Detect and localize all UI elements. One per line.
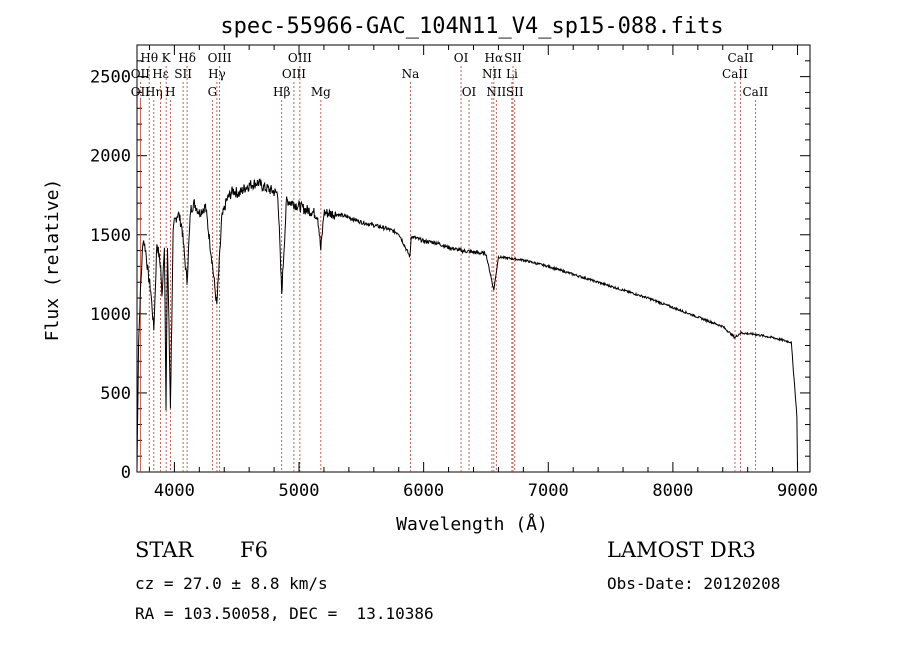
x-tick-label: 6000 xyxy=(403,481,444,501)
spectral-line-label: NII xyxy=(486,85,506,99)
y-tick-label: 500 xyxy=(100,384,131,404)
spectrum-line xyxy=(136,178,798,469)
ra-dec-coordinates: RA = 103.50058, DEC = 13.10386 xyxy=(135,604,434,623)
x-tick-label: 8000 xyxy=(652,481,693,501)
spectral-line-label: CaII xyxy=(722,67,748,81)
spectral-line-label: OIII xyxy=(288,51,312,65)
spectral-subclass: F6 xyxy=(240,538,268,562)
redshift-cz: cz = 27.0 ± 8.8 km/s xyxy=(135,574,328,593)
spectral-line-label: OI xyxy=(454,51,469,65)
plot-frame xyxy=(136,44,811,473)
spectral-line-label: NII xyxy=(482,67,502,81)
spectral-line-label: CaII xyxy=(742,85,768,99)
chart-title: spec-55966-GAC_104N11_V4_sp15-088.fits xyxy=(220,14,723,39)
object-class: STAR xyxy=(135,538,194,562)
x-tick-label: 4000 xyxy=(154,481,195,501)
spectral-line-label: Hβ xyxy=(273,85,290,99)
spectral-line-label: OIII xyxy=(282,67,306,81)
spectral-line-label: Hε xyxy=(152,67,169,81)
spectral-line-label: Hη xyxy=(145,85,163,99)
y-tick-label: 1500 xyxy=(90,226,131,246)
spectral-line-label: Hγ xyxy=(208,67,226,81)
spectral-line-label: OII xyxy=(131,67,151,81)
y-axis-label: Flux (relative) xyxy=(42,179,63,342)
spectral-line-label: CaII xyxy=(728,51,754,65)
spectral-line-label: OI xyxy=(462,85,477,99)
spectral-line-label: OIII xyxy=(208,51,232,65)
spectral-line-label: Hδ xyxy=(178,51,196,65)
x-axis-label: Wavelength (Å) xyxy=(396,513,548,535)
spectral-line-label: OII xyxy=(131,85,151,99)
survey-name: LAMOST DR3 xyxy=(607,538,756,562)
spectral-line-label: SII xyxy=(506,85,524,99)
spectral-line-label: Hθ xyxy=(140,51,158,65)
spectral-line-label: K xyxy=(162,51,172,65)
y-tick-label: 2500 xyxy=(90,68,131,88)
x-tick-label: 9000 xyxy=(777,481,818,501)
spectral-line-label: Mg xyxy=(311,85,331,99)
spectral-line-label: H xyxy=(165,85,175,99)
x-tick-label: 5000 xyxy=(279,481,320,501)
y-tick-label: 1000 xyxy=(90,305,131,325)
spectral-line-label: Hα xyxy=(485,51,504,65)
y-tick-label: 0 xyxy=(121,463,131,483)
spectral-line-label: SII xyxy=(504,51,522,65)
spectral-line-label: SII xyxy=(174,67,192,81)
observation-date: Obs-Date: 20120208 xyxy=(607,574,781,593)
x-tick-label: 7000 xyxy=(528,481,569,501)
spectral-line-label: Li xyxy=(506,67,518,81)
y-tick-label: 2000 xyxy=(90,147,131,167)
spectral-line-label: Na xyxy=(402,67,420,81)
spectral-line-label: G xyxy=(208,85,218,99)
